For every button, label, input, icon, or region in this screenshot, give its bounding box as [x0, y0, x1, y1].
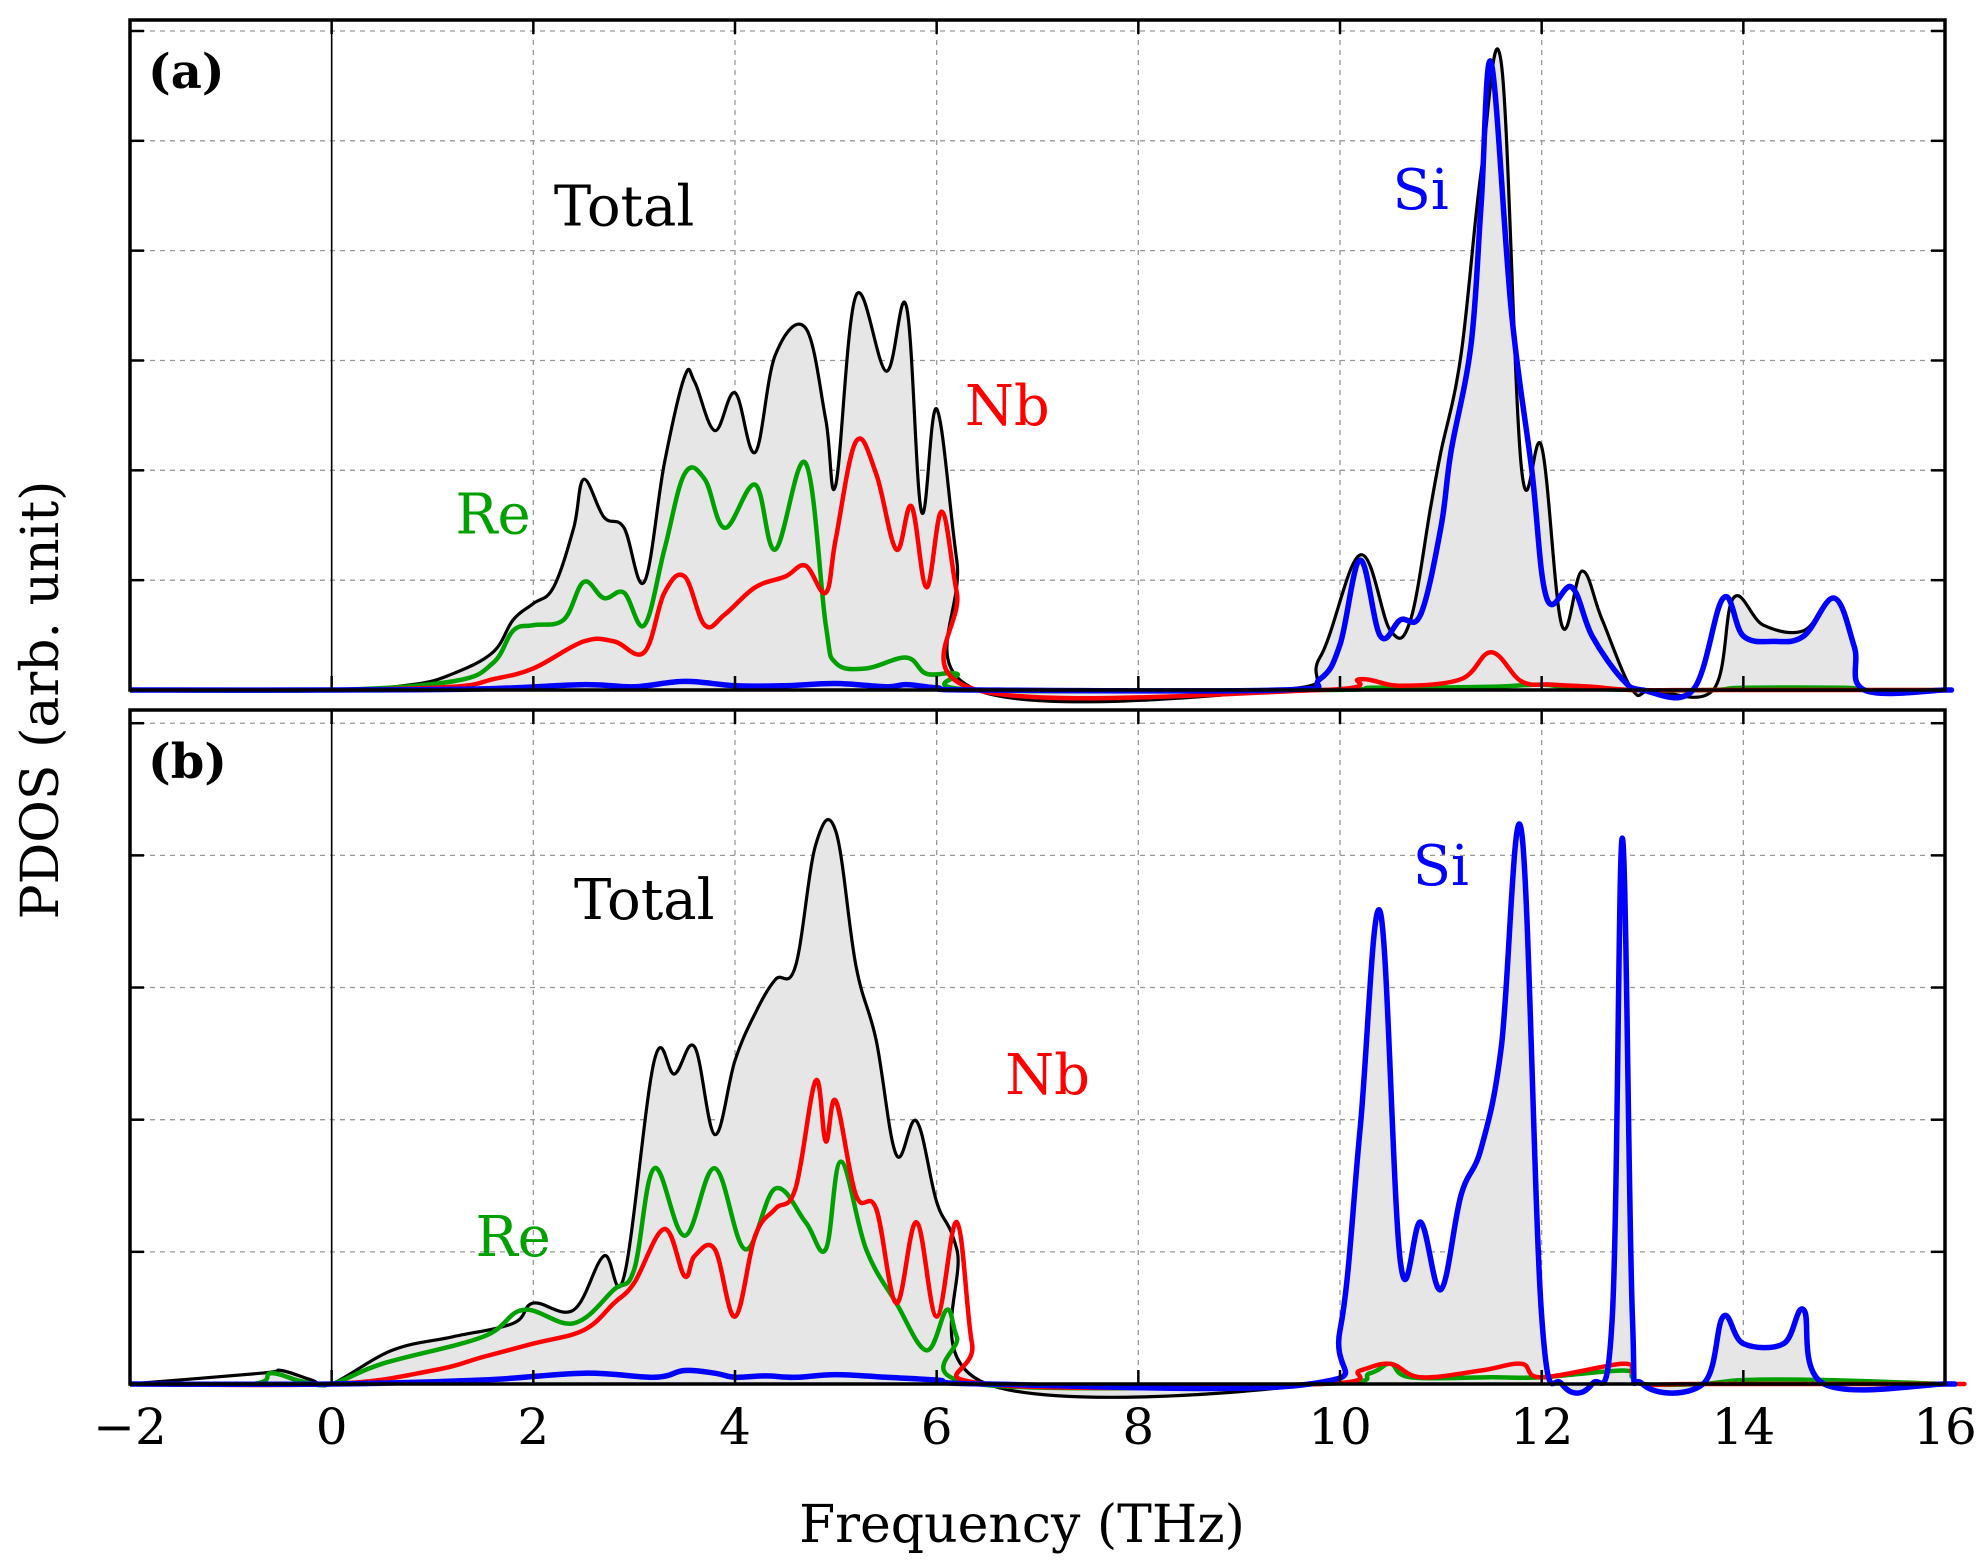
- plot-frame-a: [128, 18, 1947, 692]
- x-tick-label: −2: [93, 1398, 167, 1456]
- x-tick-label: 8: [1122, 1398, 1154, 1456]
- x-tick-label: 16: [1913, 1398, 1977, 1456]
- plot-frame-b: [128, 708, 1947, 1386]
- x-tick-label: 10: [1308, 1398, 1372, 1456]
- x-tick-label: 2: [517, 1398, 549, 1456]
- annotation-nb-b: Nb: [1005, 1043, 1090, 1108]
- series-line-si-a: [129, 58, 1955, 701]
- x-tick-label: 0: [316, 1398, 348, 1456]
- series-line-nb-a: [129, 436, 1954, 701]
- y-axis-label: PDOS (arb. unit): [11, 481, 71, 920]
- x-tick-label: 12: [1510, 1398, 1574, 1456]
- panel-label-b: (b): [148, 734, 227, 790]
- annotation-si-a: Si: [1393, 158, 1449, 223]
- total-fill-b: [261, 819, 1946, 1398]
- annotation-nb-a: Nb: [965, 374, 1050, 439]
- annotation-re-b: Re: [476, 1205, 551, 1270]
- annotation-total-b: Total: [574, 868, 715, 933]
- annotation-si-b: Si: [1413, 834, 1469, 899]
- x-tick-label: 4: [719, 1398, 751, 1456]
- series-line-nb-b: [129, 1078, 1967, 1391]
- series-line-total-b: [129, 817, 1957, 1399]
- series-line-total-a: [129, 47, 1953, 704]
- x-tick-label: 6: [921, 1398, 953, 1456]
- series-line-si-b: [129, 821, 1958, 1396]
- total-fill-a: [331, 48, 1946, 702]
- panel-label-a: (a): [148, 44, 225, 100]
- series-line-re-a: [129, 459, 1954, 694]
- annotation-re-a: Re: [455, 482, 530, 547]
- annotation-total-a: Total: [554, 174, 695, 239]
- x-axis-label: Frequency (THz): [799, 1495, 1245, 1555]
- x-tick-label: 14: [1712, 1398, 1776, 1456]
